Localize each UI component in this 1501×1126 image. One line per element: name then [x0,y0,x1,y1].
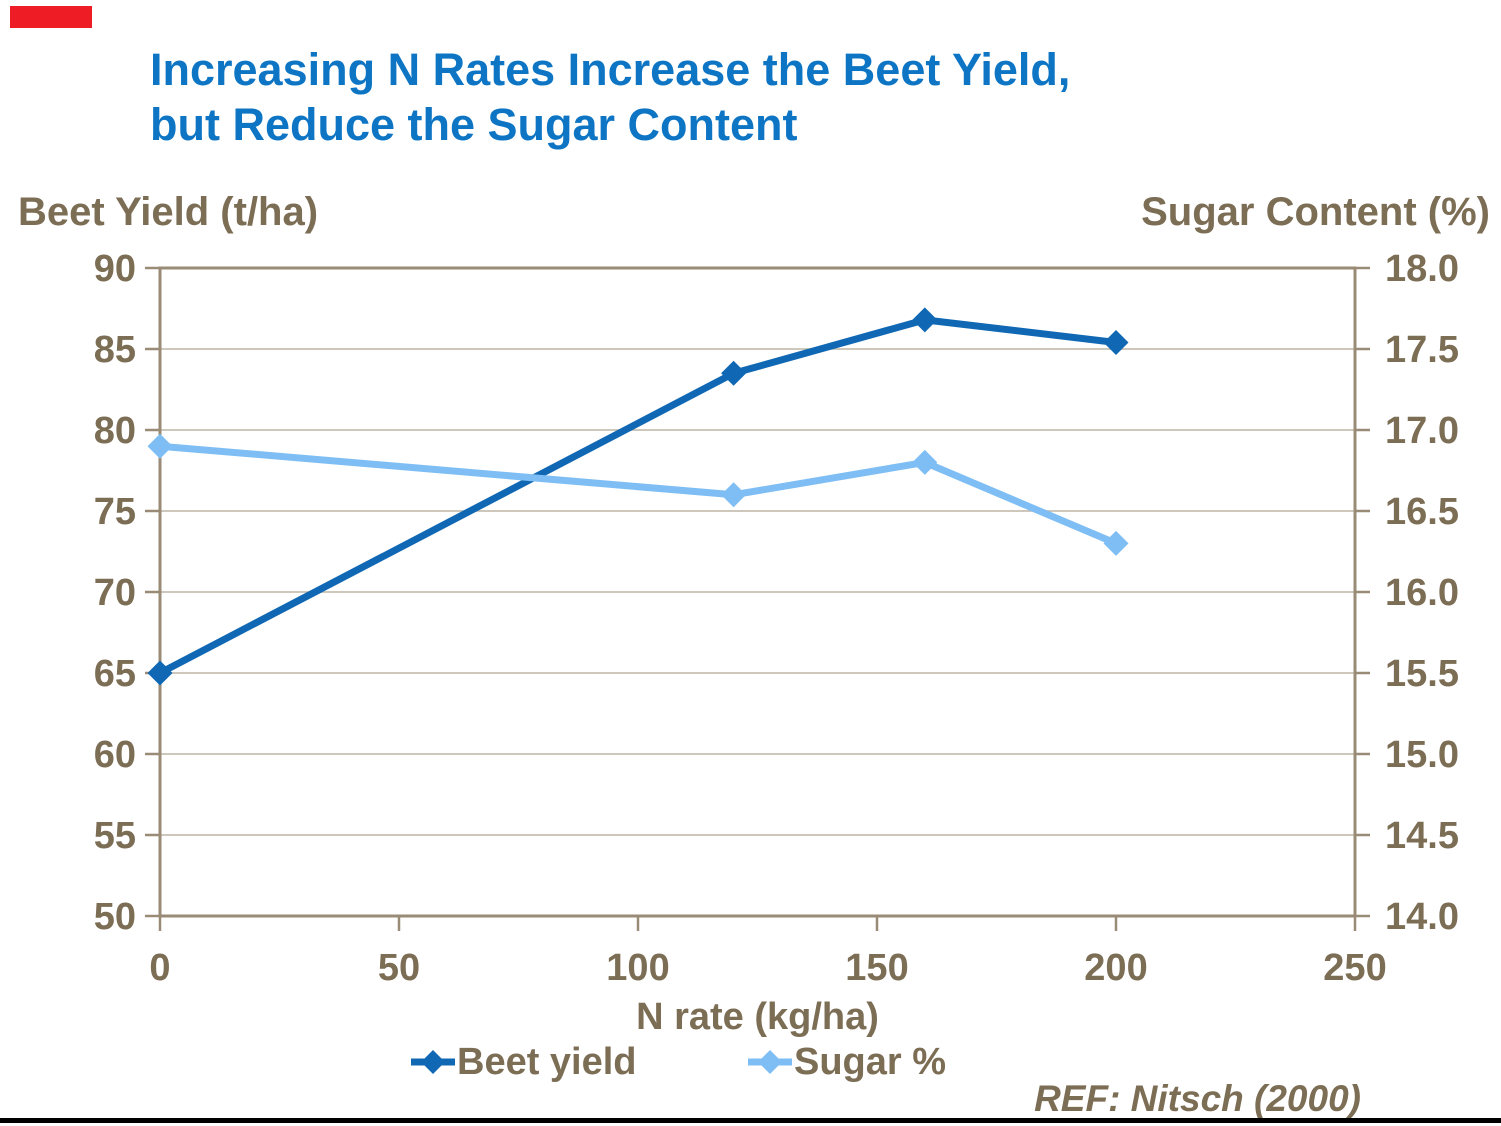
beet-yield-legend-marker-icon [411,1050,455,1074]
x-axis-tick-label: 0 [149,947,170,989]
right-axis-tick-label: 15.0 [1385,734,1459,776]
right-axis-tick-label: 14.0 [1385,896,1459,938]
left-axis-tick-label: 50 [94,896,136,938]
legend-label-beet-yield: Beet yield [457,1040,637,1083]
right-axis-title: Sugar Content (%) [1141,190,1490,234]
right-axis-tick-label: 16.5 [1385,491,1459,533]
series-marker-beet-yield [721,360,747,386]
right-axis-tick-label: 15.5 [1385,653,1459,695]
right-axis-tick-label: 16.0 [1385,572,1459,614]
series-marker-beet-yield [147,660,173,686]
series-marker-sugar- [1103,530,1129,556]
right-axis-tick-label: 17.0 [1385,410,1459,452]
bottom-rule [0,1118,1501,1123]
left-axis-tick-label: 55 [94,815,136,857]
right-axis-tick-label: 18.0 [1385,248,1459,290]
left-axis-title: Beet Yield (t/ha) [18,190,319,234]
x-axis-tick-label: 250 [1323,947,1386,989]
series-marker-sugar- [721,482,747,508]
page-title: Increasing N Rates Increase the Beet Yie… [150,42,1350,153]
sugar-legend-marker-icon [748,1050,792,1074]
series-marker-beet-yield [1103,330,1129,356]
left-axis-tick-label: 80 [94,410,136,452]
series-marker-sugar- [912,449,938,475]
page-title-line2: but Reduce the Sugar Content [150,99,798,151]
series-line-sugar- [156,442,1120,547]
reference-note: REF: Nitsch (2000) [1034,1078,1361,1119]
left-axis-tick-label: 85 [94,329,136,371]
x-axis-tick-label: 200 [1084,947,1147,989]
red-accent-mark [10,6,92,28]
x-axis-tick-label: 150 [845,947,908,989]
left-axis-tick-label: 90 [94,248,136,290]
right-axis-tick-label: 17.5 [1385,329,1459,371]
x-axis-title: N rate (kg/ha) [636,996,879,1038]
page-title-line1: Increasing N Rates Increase the Beet Yie… [150,44,1071,95]
x-axis-tick-label: 50 [378,947,420,989]
left-axis-tick-label: 60 [94,734,136,776]
series-marker-sugar- [147,433,173,459]
legend-label-sugar: Sugar % [794,1040,947,1083]
series-line-beet-yield [156,316,1120,677]
left-axis-tick-label: 75 [94,491,136,533]
legend-item-sugar: Sugar % [748,1040,946,1084]
right-axis-tick-label: 14.5 [1385,815,1459,857]
left-axis-tick-label: 70 [94,572,136,614]
x-axis-tick-label: 100 [606,947,669,989]
left-axis-tick-label: 65 [94,653,136,695]
series-marker-beet-yield [912,307,938,333]
legend-item-beet-yield: Beet yield [411,1040,637,1084]
